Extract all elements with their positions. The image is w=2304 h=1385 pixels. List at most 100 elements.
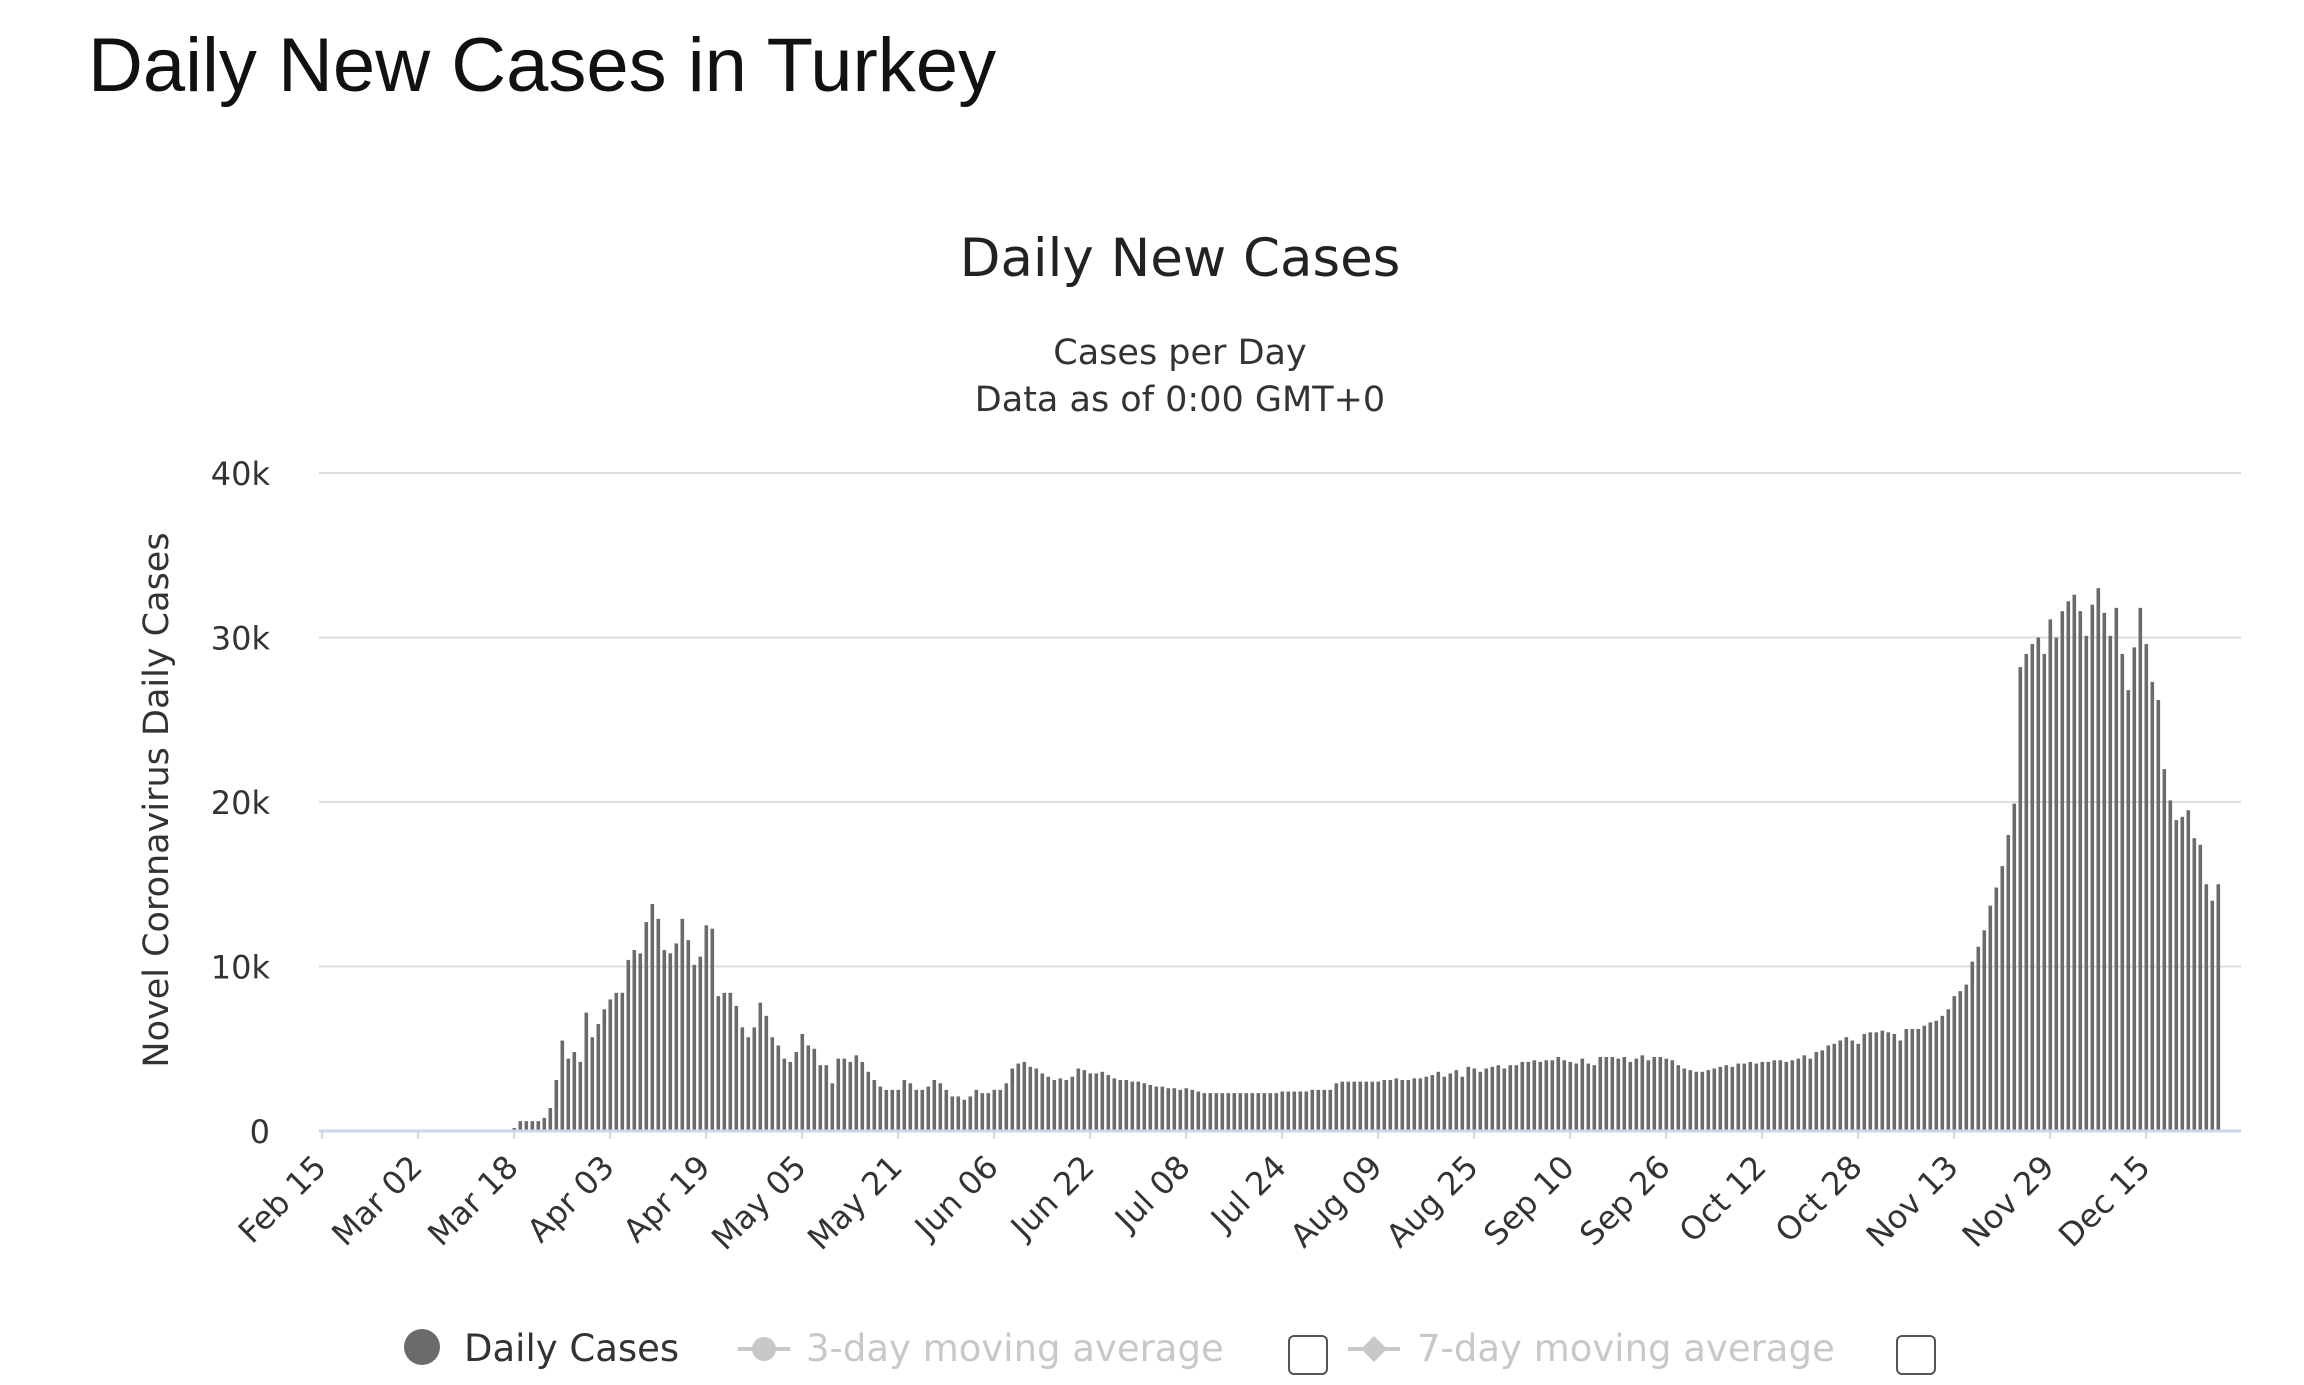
x-tick-label: May 05 bbox=[704, 1148, 814, 1258]
x-tick-label: Mar 02 bbox=[324, 1148, 430, 1254]
bar-daily-cases bbox=[1634, 1058, 1639, 1131]
bar-daily-cases bbox=[710, 928, 715, 1131]
bar-daily-cases bbox=[788, 1061, 793, 1131]
bar-daily-cases bbox=[2156, 700, 2161, 1131]
bar-daily-cases bbox=[1886, 1032, 1891, 1131]
page-title: Daily New Cases in Turkey bbox=[88, 23, 997, 108]
bar-daily-cases bbox=[1064, 1080, 1069, 1131]
bar-daily-cases bbox=[686, 940, 691, 1131]
bar-daily-cases bbox=[1010, 1068, 1015, 1131]
bar-daily-cases bbox=[2090, 604, 2095, 1131]
x-tick-label: Dec 15 bbox=[2051, 1148, 2158, 1255]
bar-daily-cases bbox=[1946, 1009, 1951, 1131]
bar-daily-cases bbox=[974, 1089, 979, 1131]
bar-daily-cases bbox=[2012, 803, 2017, 1131]
bar-daily-cases bbox=[1748, 1061, 1753, 1131]
bar-daily-cases bbox=[590, 1037, 595, 1131]
bar-daily-cases bbox=[1256, 1093, 1261, 1131]
bar-daily-cases bbox=[1712, 1068, 1717, 1131]
bar-daily-cases bbox=[1646, 1060, 1651, 1131]
bar-daily-cases bbox=[890, 1089, 895, 1131]
bar-daily-cases bbox=[2126, 690, 2131, 1131]
bar-daily-cases bbox=[902, 1080, 907, 1131]
bar-daily-cases bbox=[518, 1121, 523, 1131]
bar-daily-cases bbox=[1790, 1060, 1795, 1131]
bar-daily-cases bbox=[1070, 1076, 1075, 1131]
bar-daily-cases bbox=[1472, 1068, 1477, 1131]
bar-daily-cases bbox=[2018, 667, 2023, 1131]
bar-daily-cases bbox=[1100, 1071, 1105, 1131]
bar-daily-cases bbox=[848, 1061, 853, 1131]
bar-daily-cases bbox=[1310, 1089, 1315, 1131]
bar-daily-cases bbox=[1190, 1089, 1195, 1131]
bar-daily-cases bbox=[1442, 1076, 1447, 1131]
bar-daily-cases bbox=[908, 1083, 913, 1131]
checkbox-7-day[interactable] bbox=[1896, 1335, 1936, 1375]
checkbox-3-day[interactable] bbox=[1288, 1335, 1328, 1375]
bar-daily-cases bbox=[2132, 647, 2137, 1131]
bar-daily-cases bbox=[2210, 900, 2215, 1131]
bar-daily-cases bbox=[530, 1121, 535, 1131]
x-tick-label: Aug 09 bbox=[1283, 1148, 1390, 1255]
bar-daily-cases bbox=[578, 1061, 583, 1131]
legend-item-daily-cases[interactable]: Daily Cases bbox=[404, 1327, 679, 1370]
bar-daily-cases bbox=[1142, 1083, 1147, 1131]
bar-daily-cases bbox=[620, 992, 625, 1131]
bar-daily-cases bbox=[1700, 1071, 1705, 1131]
bar-daily-cases bbox=[674, 943, 679, 1131]
bar-daily-cases bbox=[2204, 884, 2209, 1131]
bar-daily-cases bbox=[932, 1080, 937, 1131]
bar-daily-cases bbox=[2000, 866, 2005, 1131]
bar-daily-cases bbox=[1988, 905, 1993, 1131]
bar-daily-cases bbox=[1214, 1093, 1219, 1131]
bar-daily-cases bbox=[1262, 1093, 1267, 1131]
bar-daily-cases bbox=[2120, 653, 2125, 1131]
bar-daily-cases bbox=[1274, 1093, 1279, 1131]
legend: Daily Cases 3-day moving average 7-day m… bbox=[404, 1327, 1936, 1375]
bar-daily-cases bbox=[1130, 1081, 1135, 1131]
bar-daily-cases bbox=[1862, 1033, 1867, 1131]
bar-daily-cases bbox=[2036, 637, 2041, 1131]
bar-daily-cases bbox=[2102, 612, 2107, 1131]
bar-daily-cases bbox=[1514, 1065, 1519, 1131]
y-tick-label: 30k bbox=[211, 620, 271, 658]
legend-label-daily-cases: Daily Cases bbox=[464, 1327, 679, 1370]
bar-daily-cases bbox=[1580, 1058, 1585, 1131]
bar-daily-cases bbox=[962, 1099, 967, 1131]
bar-daily-cases bbox=[2198, 844, 2203, 1131]
chart-subtitle-1: Cases per Day bbox=[1053, 333, 1306, 373]
x-tick-label: Jul 24 bbox=[1202, 1148, 1294, 1240]
bar-daily-cases bbox=[1436, 1071, 1441, 1131]
bar-daily-cases bbox=[1484, 1068, 1489, 1131]
bar-daily-cases bbox=[1178, 1089, 1183, 1131]
bar-daily-cases bbox=[1670, 1060, 1675, 1131]
bar-daily-cases bbox=[1550, 1060, 1555, 1131]
bar-daily-cases bbox=[1340, 1081, 1345, 1131]
bar-daily-cases bbox=[1676, 1065, 1681, 1131]
legend-item-7-day-average[interactable]: 7-day moving average bbox=[1348, 1327, 1936, 1375]
bar-daily-cases bbox=[1826, 1045, 1831, 1131]
legend-item-3-day-average[interactable]: 3-day moving average bbox=[738, 1327, 1328, 1375]
bar-daily-cases bbox=[638, 953, 643, 1131]
bar-daily-cases bbox=[1112, 1078, 1117, 1131]
bar-daily-cases bbox=[728, 992, 733, 1131]
x-tick-label: Oct 12 bbox=[1672, 1148, 1774, 1250]
bar-daily-cases bbox=[1958, 991, 1963, 1131]
bar-daily-cases bbox=[698, 956, 703, 1131]
bar-daily-cases bbox=[752, 1027, 757, 1131]
bar-daily-cases bbox=[1466, 1066, 1471, 1131]
x-tick-label: Oct 28 bbox=[1768, 1148, 1870, 1250]
bar-daily-cases bbox=[1172, 1088, 1177, 1131]
bar-daily-cases bbox=[926, 1086, 931, 1131]
bar-daily-cases bbox=[1388, 1080, 1393, 1131]
bar-daily-cases bbox=[1784, 1061, 1789, 1131]
bar-daily-cases bbox=[2144, 644, 2149, 1131]
x-tick-label: Aug 25 bbox=[1379, 1148, 1486, 1255]
legend-diamond-icon bbox=[1361, 1336, 1387, 1362]
bar-daily-cases bbox=[812, 1048, 817, 1131]
bar-daily-cases bbox=[1562, 1060, 1567, 1131]
bar-daily-cases bbox=[758, 1002, 763, 1131]
bar-daily-cases bbox=[968, 1096, 973, 1131]
bar-daily-cases bbox=[1682, 1068, 1687, 1131]
bar-daily-cases bbox=[2042, 653, 2047, 1131]
